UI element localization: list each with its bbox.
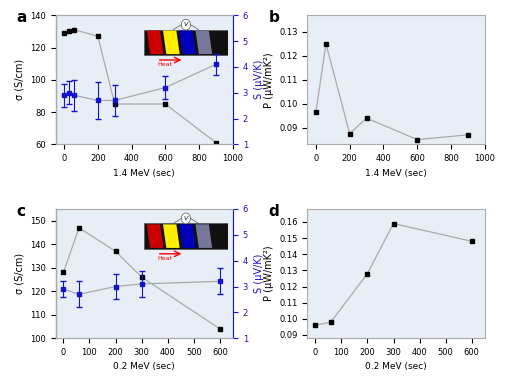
Y-axis label: P (μW/mK²): P (μW/mK²) <box>264 246 274 301</box>
Y-axis label: P (μW/mK²): P (μW/mK²) <box>264 52 274 108</box>
Text: b: b <box>268 10 279 25</box>
X-axis label: 0.2 MeV (sec): 0.2 MeV (sec) <box>113 363 175 372</box>
Text: a: a <box>17 10 27 25</box>
Y-axis label: S (μV/K): S (μV/K) <box>254 60 264 100</box>
Y-axis label: S (μV/K): S (μV/K) <box>254 254 264 293</box>
X-axis label: 1.4 MeV (sec): 1.4 MeV (sec) <box>365 169 427 178</box>
X-axis label: 0.2 MeV (sec): 0.2 MeV (sec) <box>365 363 427 372</box>
Text: c: c <box>17 204 26 219</box>
Text: d: d <box>268 204 279 219</box>
X-axis label: 1.4 MeV (sec): 1.4 MeV (sec) <box>113 169 175 178</box>
Y-axis label: σ (S/cm): σ (S/cm) <box>15 59 25 100</box>
Y-axis label: σ (S/cm): σ (S/cm) <box>15 253 24 294</box>
